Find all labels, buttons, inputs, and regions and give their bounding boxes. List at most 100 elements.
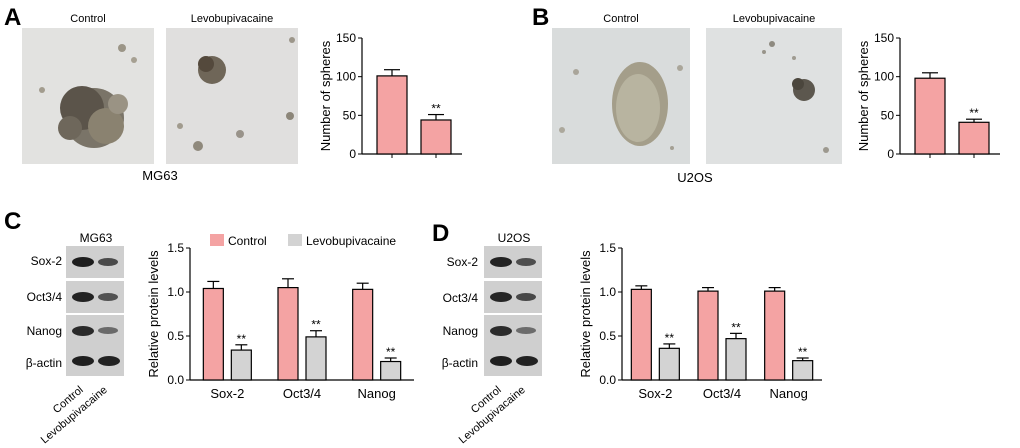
panel-d-protein-label: Oct3/4: [442, 291, 478, 305]
y-tick-label: 0.0: [599, 373, 616, 387]
sphere-cluster-graphic: [559, 62, 683, 150]
y-axis-title: Number of spheres: [318, 40, 333, 151]
significance-label: **: [798, 345, 808, 359]
y-tick-label: 0: [887, 147, 894, 161]
panel-d-blot-strip-oct34: [484, 281, 542, 313]
blot-band: [490, 257, 512, 267]
panel-d-blot-strip-sox2: [484, 246, 542, 278]
bar: [914, 77, 946, 155]
x-tick-label: Nanog: [770, 386, 808, 401]
panel-c-protein-label: Sox-2: [30, 254, 62, 268]
x-tick-label: Sox-2: [210, 386, 244, 401]
bar: [764, 290, 786, 381]
blot-band: [72, 292, 94, 302]
panel-c-blot-title: MG63: [79, 231, 113, 245]
y-tick-label: 1.5: [599, 241, 616, 255]
blot-band: [98, 293, 118, 301]
sphere-cluster-graphic: [762, 41, 829, 153]
blot-band: [516, 293, 536, 301]
significance-label: **: [431, 102, 441, 116]
blot-band: [516, 356, 538, 366]
panel-a-letter: A: [4, 4, 22, 31]
significance-label: **: [311, 318, 321, 332]
blot-band: [516, 327, 536, 334]
blot-band: [490, 292, 512, 302]
panel-d-blot-strip-nanog: [484, 315, 542, 347]
panel-b-letter: B: [532, 4, 550, 31]
panel-c-protein-label: Nanog: [26, 324, 62, 338]
bar: [958, 121, 990, 155]
panel-c-protein-label: β-actin: [25, 356, 62, 370]
bar: [420, 119, 452, 155]
sphere-cluster-graphic: [177, 37, 295, 151]
y-tick-label: 50: [881, 108, 895, 122]
bar: [376, 75, 408, 155]
panel-d-blot-strip-actin: [484, 346, 542, 376]
bar: [352, 288, 374, 381]
y-tick-label: 50: [343, 108, 357, 122]
bar: [725, 338, 747, 381]
bar: [658, 347, 680, 381]
blot-band: [516, 258, 536, 266]
panel-b-image-title-control: Control: [603, 13, 639, 25]
legend-swatch: [288, 234, 302, 246]
y-tick-label: 100: [336, 70, 356, 84]
panel-b-cell-line-caption: U2OS: [677, 170, 713, 185]
significance-label: **: [731, 320, 741, 334]
panel-b-image-title-levobupivacaine: Levobupivacaine: [732, 13, 816, 25]
panel-c-blot-strip-nanog: [66, 315, 124, 347]
panel-d-protein-label: β-actin: [441, 356, 478, 370]
bar: [277, 286, 299, 381]
panel-c-protein-bar-chart: 0.0 0.5 1.0 1.5 Relative protein levels ** Sox…: [146, 234, 414, 401]
x-tick-label: Nanog: [358, 386, 396, 401]
blot-band: [490, 326, 512, 336]
blot-band: [72, 257, 94, 267]
legend-swatch: [210, 234, 224, 246]
significance-label: **: [969, 106, 979, 120]
significance-label: **: [237, 332, 247, 346]
y-tick-label: 0.5: [599, 329, 616, 343]
x-tick-label: Oct3/4: [703, 386, 741, 401]
blot-band: [72, 356, 94, 366]
bar: [792, 360, 814, 381]
panel-b-control-micrograph: [552, 28, 690, 164]
bar: [305, 336, 327, 381]
y-tick-label: 1.5: [167, 241, 184, 255]
y-tick-label: 0.5: [167, 329, 184, 343]
panel-c-letter: C: [4, 208, 22, 235]
panel-a-image-title-control: Control: [70, 13, 106, 25]
y-axis-title: Number of spheres: [856, 40, 871, 151]
panel-a-levobupivacaine-micrograph: [166, 28, 298, 164]
bar: [202, 287, 224, 381]
x-tick-label: Sox-2: [638, 386, 672, 401]
blot-band: [98, 327, 118, 334]
panel-a-image-title-levobupivacaine: Levobupivacaine: [190, 13, 274, 25]
significance-label: **: [386, 345, 396, 359]
panel-d-blot-title: U2OS: [497, 231, 531, 245]
panel-a-cell-line-caption: MG63: [142, 168, 178, 183]
bar: [697, 290, 719, 381]
sphere-cluster-graphic: [39, 44, 137, 148]
panel-c-blot-strip-actin: [66, 346, 124, 376]
y-tick-label: 150: [336, 31, 356, 45]
blot-band: [98, 356, 120, 366]
legend-label: Levobupivacaine: [306, 234, 396, 248]
y-axis-title: Relative protein levels: [146, 250, 161, 378]
blot-band: [490, 356, 512, 366]
panel-c-protein-label: Oct3/4: [26, 290, 62, 304]
panel-b-levobupivacaine-micrograph: [706, 28, 842, 164]
y-tick-label: 100: [874, 70, 894, 84]
y-tick-label: 1.0: [167, 285, 184, 299]
blot-band: [98, 258, 118, 266]
legend-label: Control: [228, 234, 267, 248]
bar: [380, 360, 402, 381]
y-tick-label: 0: [349, 147, 356, 161]
panel-c-blot-strip-sox2: [66, 246, 124, 278]
bar: [230, 349, 252, 381]
panel-d-protein-bar-chart: 0.0 0.5 1.0 1.5 Relative protein levels ** Sox…: [578, 241, 822, 401]
panel-c-blot-strip-oct34: [66, 281, 124, 313]
panel-d-protein-label: Nanog: [442, 324, 478, 338]
x-tick-label: Oct3/4: [283, 386, 321, 401]
